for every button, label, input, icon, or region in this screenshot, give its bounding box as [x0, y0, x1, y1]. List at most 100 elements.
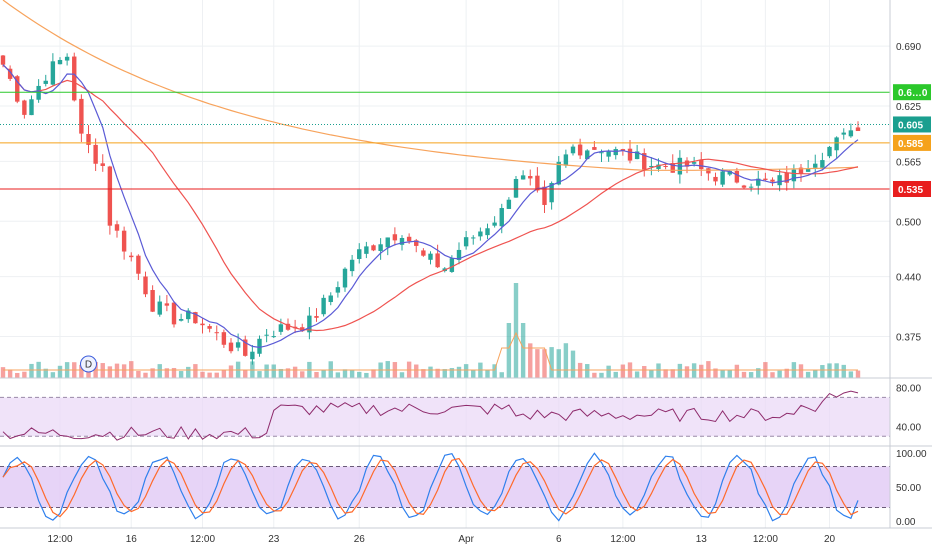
stoch-k-line — [2, 452, 859, 522]
candle-body — [93, 144, 98, 164]
candle-body — [727, 170, 732, 175]
price-tag — [893, 84, 931, 101]
volume-bar — [186, 366, 191, 378]
volume-bar — [670, 369, 675, 378]
volume-bar — [257, 371, 262, 378]
candle-body — [570, 146, 576, 154]
candle-body — [385, 237, 390, 248]
candle-body — [463, 237, 469, 247]
volume-bar — [200, 371, 205, 378]
volume-bar — [777, 370, 782, 378]
candle-body — [214, 332, 219, 334]
candle-body — [406, 236, 412, 242]
candle-body — [15, 76, 20, 102]
volume-bar — [157, 364, 162, 378]
volume-bar — [649, 370, 654, 378]
candle-body — [613, 149, 618, 156]
ma-mid-line — [2, 64, 859, 332]
candle-body — [64, 56, 70, 61]
x-tick-label: 23 — [268, 534, 280, 545]
volume-bar — [599, 372, 604, 378]
volume-bar — [121, 364, 127, 378]
volume-bar — [171, 367, 177, 378]
candle-body — [848, 130, 854, 137]
candle-body — [627, 148, 633, 161]
moving-averages — [2, 0, 859, 371]
volume-bar — [335, 372, 341, 378]
candle-body — [371, 245, 376, 251]
candle-body — [421, 250, 426, 256]
candle-body — [264, 334, 269, 336]
candle-body — [599, 152, 604, 154]
volume-bar — [456, 366, 462, 378]
price-tag — [893, 134, 931, 151]
candle-body — [813, 163, 818, 168]
volume-bar — [164, 368, 170, 378]
volume-bar — [841, 364, 846, 378]
volume-bar — [520, 323, 526, 378]
volume-bar — [463, 364, 469, 378]
x-tick-label: 26 — [354, 534, 366, 545]
candle-body — [428, 253, 433, 260]
volume-bar — [143, 372, 148, 378]
volume-bar — [713, 368, 718, 378]
volume-bar — [349, 370, 355, 378]
y-tick-label: 0.375 — [896, 333, 921, 344]
candle-body — [756, 178, 761, 186]
candle-body — [193, 312, 198, 324]
volume-bar — [499, 372, 504, 378]
candle-body — [670, 163, 675, 173]
volume-bar — [178, 371, 184, 378]
candle-body — [36, 85, 41, 100]
candle-body — [414, 240, 419, 246]
candle-body — [271, 336, 276, 338]
volume-bar — [243, 370, 248, 378]
rsi-line — [2, 390, 859, 441]
volume-bar — [741, 371, 747, 378]
candle-body — [492, 222, 497, 226]
candle-body — [506, 199, 512, 209]
volume-bar — [421, 369, 426, 378]
candle-body — [29, 99, 34, 116]
volume-bar — [428, 366, 433, 378]
candle-body — [699, 159, 704, 170]
volume-bar — [79, 364, 84, 378]
candle-body — [748, 186, 754, 188]
candle-body — [186, 310, 191, 320]
price-tag-label: 0.585 — [898, 139, 923, 150]
y-tick-label: 0.565 — [896, 157, 921, 168]
volume-bar — [620, 364, 626, 378]
volume-bar — [805, 371, 811, 378]
volume-bar — [784, 368, 789, 378]
candle-body — [150, 290, 155, 312]
volume-bar — [848, 371, 854, 378]
y-tick-label: 0.625 — [896, 102, 921, 113]
candle-body — [100, 163, 105, 166]
ma-fast-line — [2, 64, 859, 349]
volume-bar — [592, 372, 597, 378]
candle-body — [57, 59, 63, 65]
candle-body — [841, 132, 846, 135]
volume-bar — [57, 365, 63, 378]
event-marker[interactable]: D — [80, 355, 97, 373]
candle-body — [278, 324, 284, 332]
candle-body — [556, 161, 561, 185]
volume-bar — [114, 363, 120, 378]
candle-body — [243, 339, 248, 356]
volume-bar — [414, 364, 419, 378]
volume-bar — [642, 366, 647, 378]
volume-bar — [855, 370, 861, 378]
volume-bar — [364, 372, 369, 378]
volume-bar — [193, 364, 198, 378]
candle-body — [349, 259, 355, 272]
volume-bar — [535, 349, 540, 378]
candle-body — [791, 169, 797, 182]
volume-bar — [691, 363, 697, 378]
candle-body — [364, 246, 369, 254]
volume-bar — [50, 372, 56, 378]
y-tick-label: 0.690 — [896, 42, 921, 53]
x-tick-label: 12:00 — [47, 534, 72, 545]
candle-body — [335, 287, 341, 293]
